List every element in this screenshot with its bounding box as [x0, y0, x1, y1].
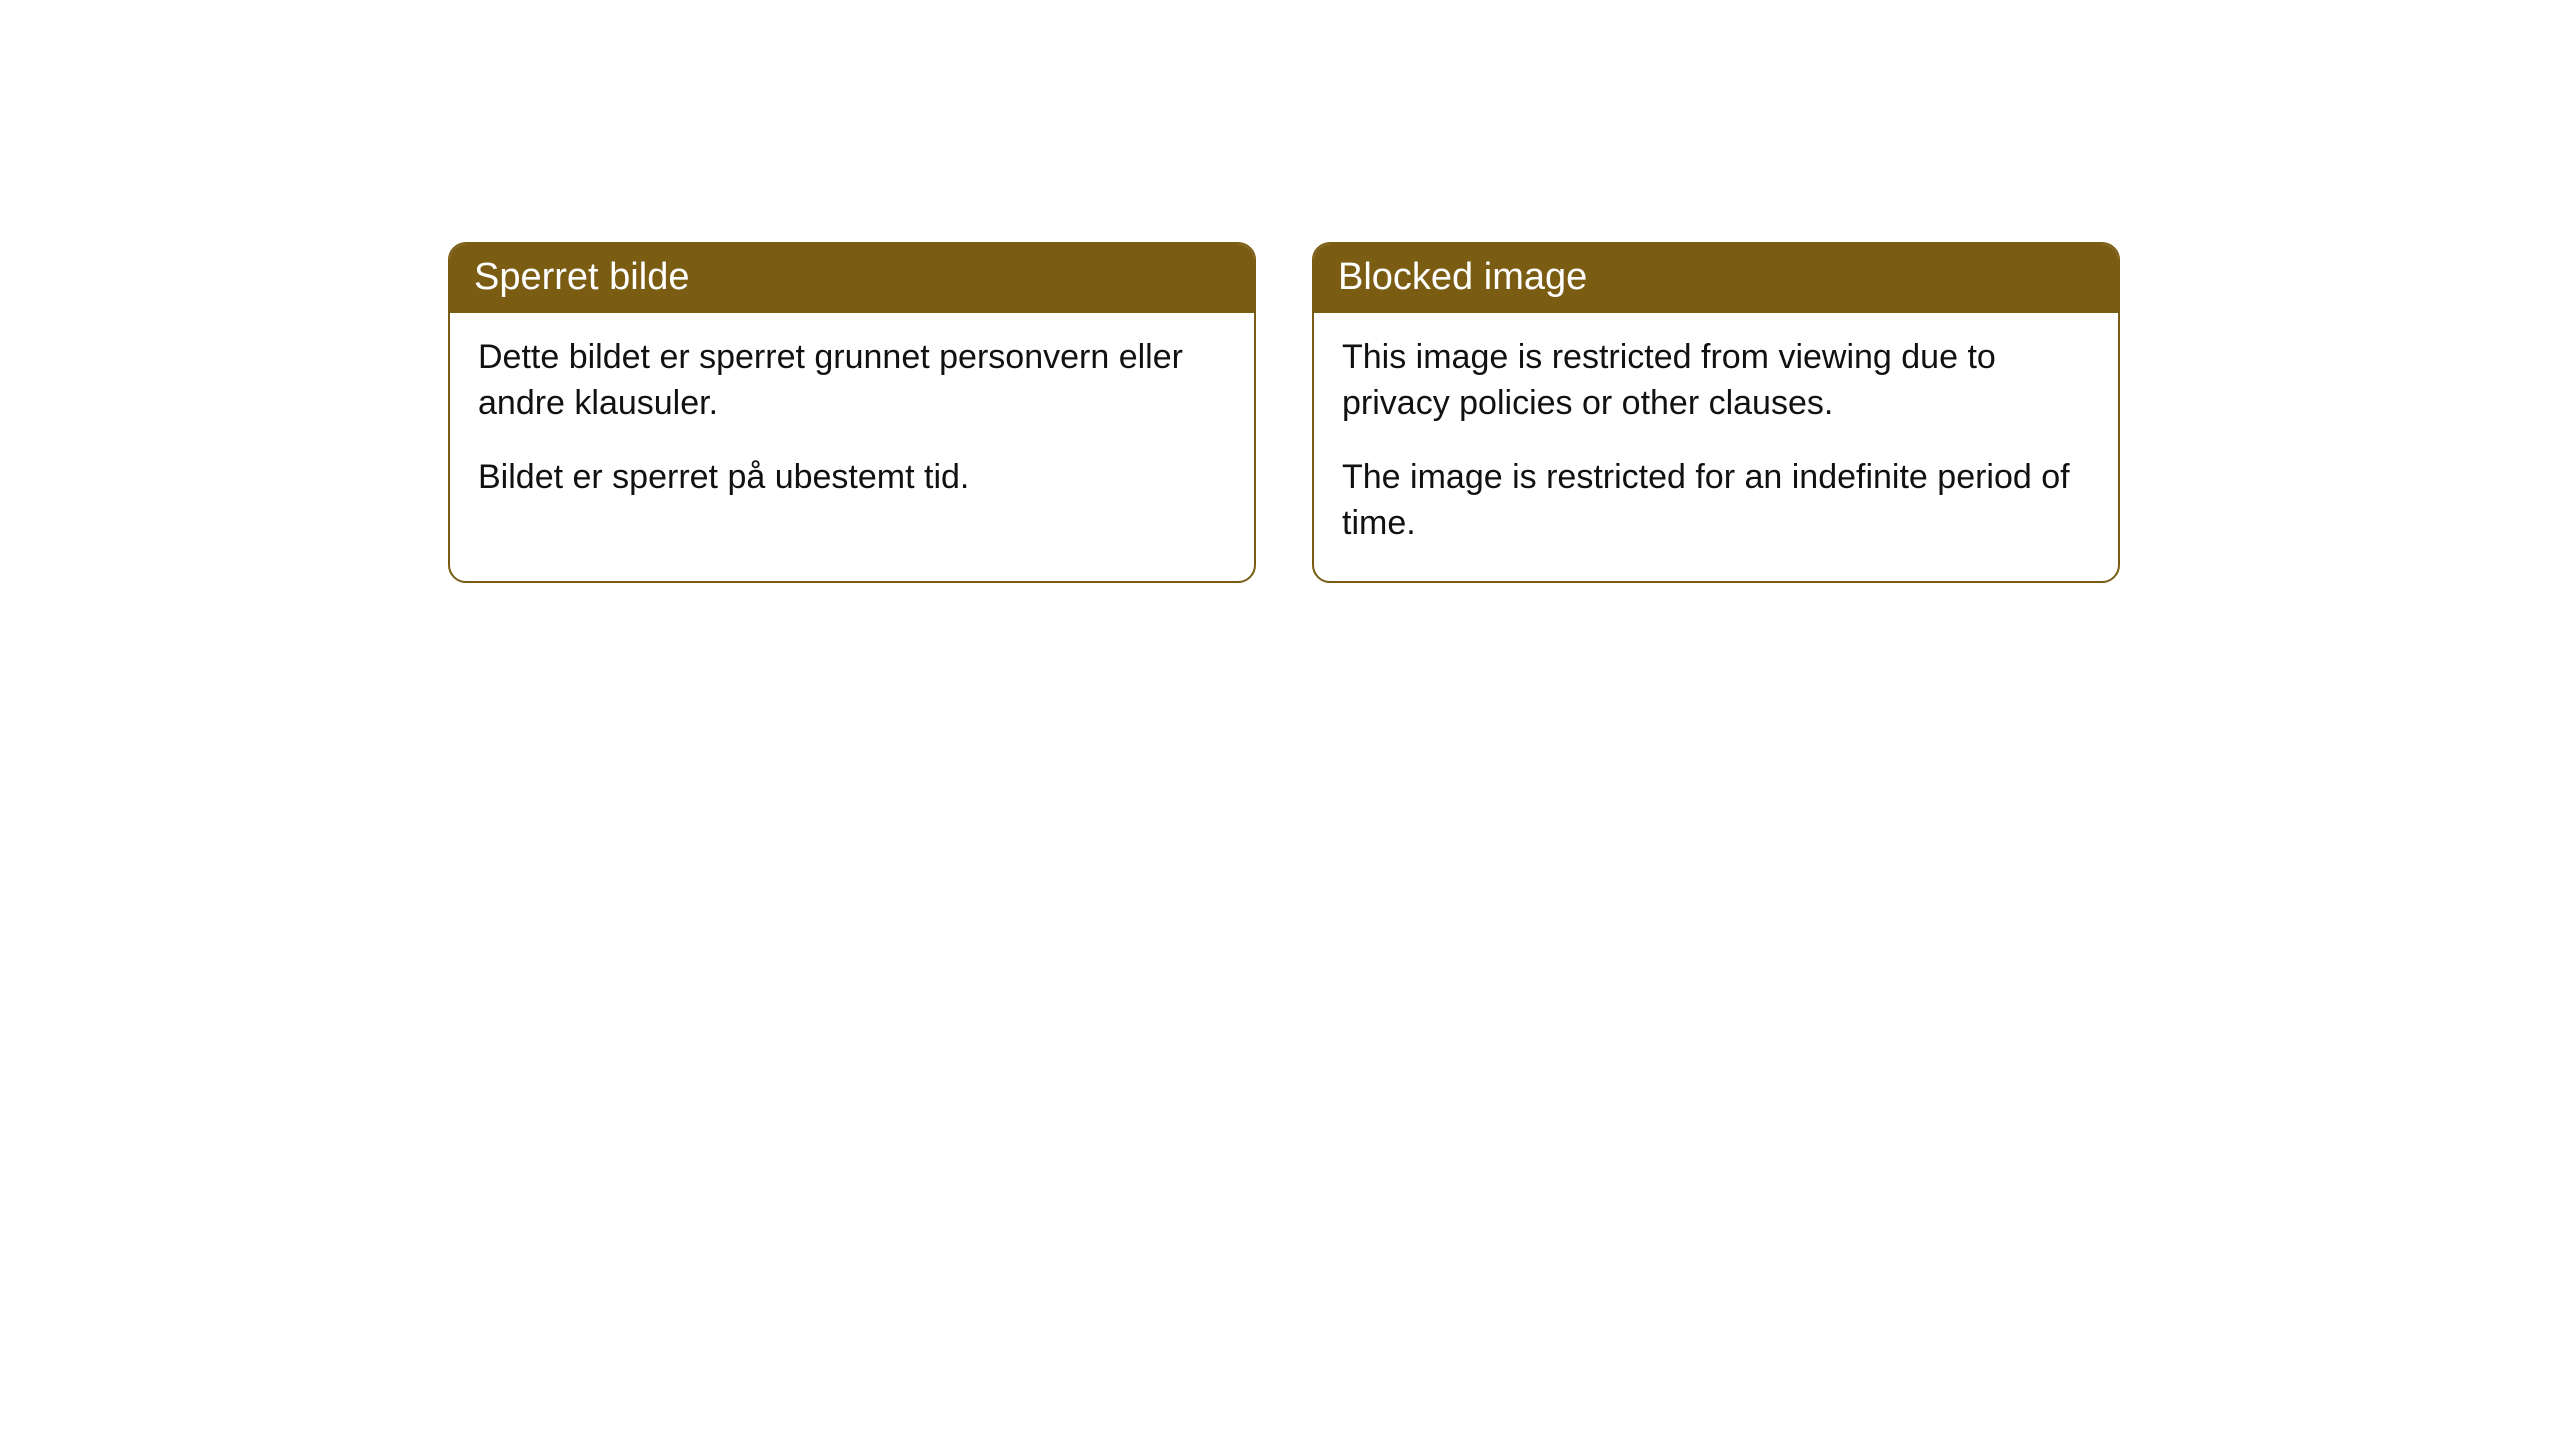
- card-body: Dette bildet er sperret grunnet personve…: [450, 313, 1254, 535]
- card-body: This image is restricted from viewing du…: [1314, 313, 2118, 581]
- card-header: Sperret bilde: [450, 244, 1254, 313]
- card-paragraph: This image is restricted from viewing du…: [1342, 335, 2090, 427]
- notice-card-english: Blocked image This image is restricted f…: [1312, 242, 2120, 583]
- card-header: Blocked image: [1314, 244, 2118, 313]
- card-paragraph: The image is restricted for an indefinit…: [1342, 455, 2090, 547]
- notice-card-norwegian: Sperret bilde Dette bildet er sperret gr…: [448, 242, 1256, 583]
- card-title: Sperret bilde: [474, 256, 689, 298]
- notice-cards-container: Sperret bilde Dette bildet er sperret gr…: [0, 0, 2560, 583]
- card-paragraph: Dette bildet er sperret grunnet personve…: [478, 335, 1226, 427]
- card-title: Blocked image: [1338, 256, 1587, 298]
- card-paragraph: Bildet er sperret på ubestemt tid.: [478, 455, 1226, 501]
